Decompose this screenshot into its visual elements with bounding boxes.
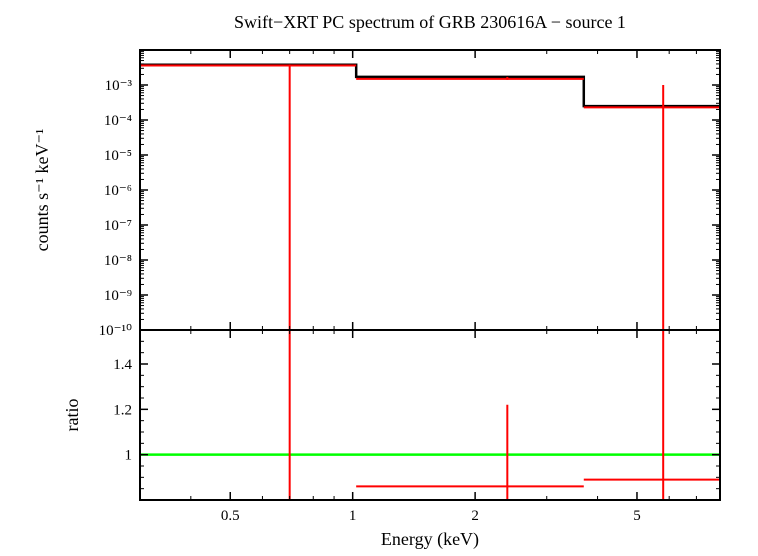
chart-title: Swift−XRT PC spectrum of GRB 230616A − s… bbox=[234, 12, 626, 32]
model-line bbox=[140, 65, 720, 106]
x-tick-label: 5 bbox=[633, 508, 641, 524]
top-panel-frame bbox=[140, 50, 720, 330]
y-tick-label: 10⁻⁶ bbox=[104, 183, 132, 199]
y-tick-label: 10⁻⁵ bbox=[104, 148, 132, 164]
ratio-tick-label: 1.2 bbox=[113, 402, 132, 418]
y-tick-label: 10⁻³ bbox=[105, 78, 133, 94]
y-tick-label: 10⁻⁷ bbox=[104, 218, 132, 234]
ratio-axis-label: ratio bbox=[62, 399, 82, 432]
ratio-tick-label: 1.4 bbox=[113, 357, 132, 373]
y-tick-label: 10⁻¹⁰ bbox=[99, 323, 132, 339]
top-y-axis-label: counts s⁻¹ keV⁻¹ bbox=[32, 129, 52, 252]
ratio-tick-label: 1 bbox=[125, 448, 133, 464]
x-tick-label: 0.5 bbox=[221, 508, 240, 524]
spectrum-chart: Swift−XRT PC spectrum of GRB 230616A − s… bbox=[0, 0, 758, 556]
y-tick-label: 10⁻⁹ bbox=[104, 288, 132, 304]
x-tick-label: 2 bbox=[471, 508, 479, 524]
x-axis-label: Energy (keV) bbox=[381, 529, 479, 550]
bottom-panel-frame bbox=[140, 330, 720, 500]
x-tick-label: 1 bbox=[349, 508, 357, 524]
y-tick-label: 10⁻⁴ bbox=[104, 113, 132, 129]
y-tick-label: 10⁻⁸ bbox=[104, 253, 132, 269]
